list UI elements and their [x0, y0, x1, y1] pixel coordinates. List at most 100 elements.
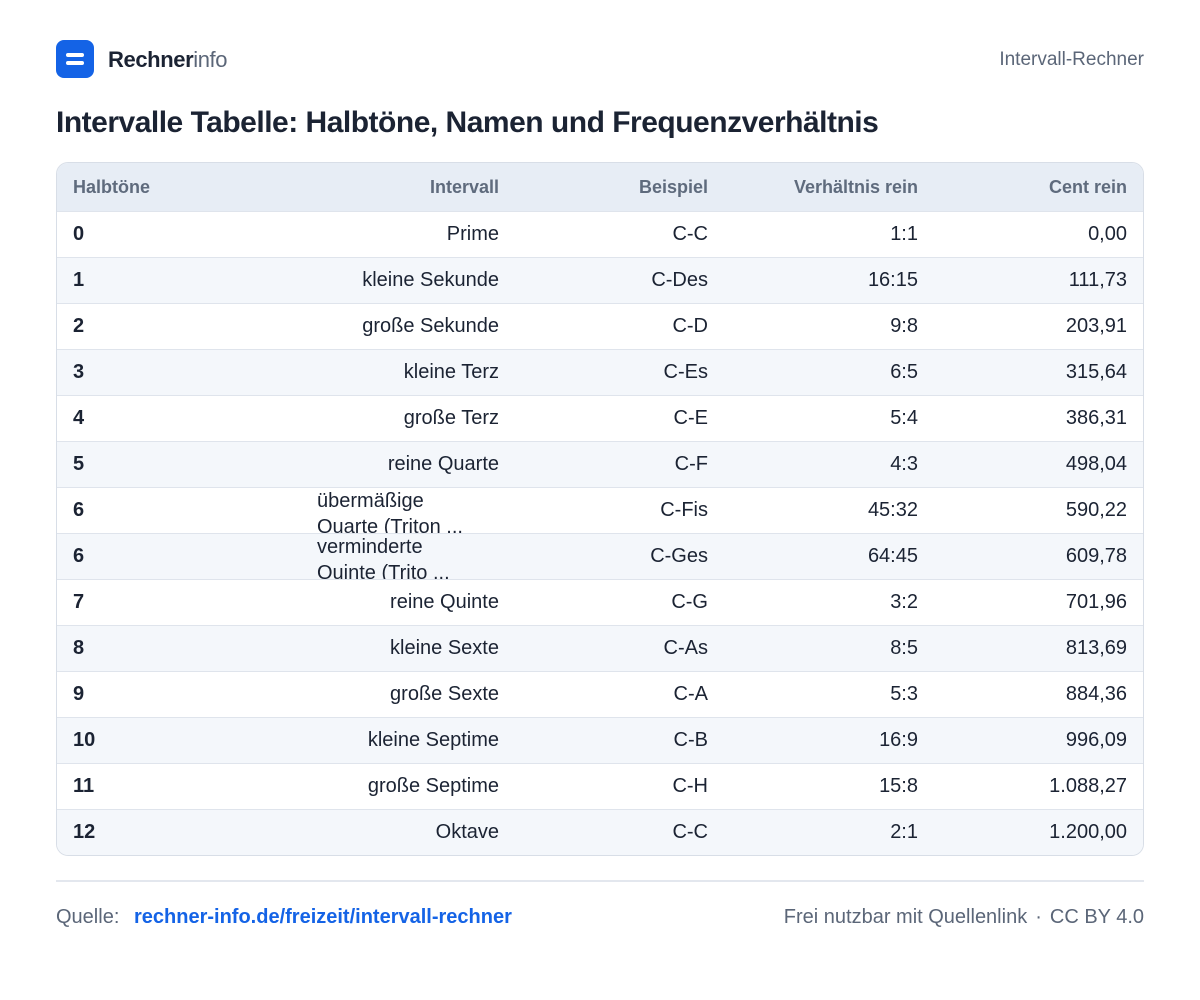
cell-intervall: übermäßige Quarte (Triton ... — [317, 488, 487, 533]
cell-intervall: verminderte Quinte (Trito ... — [317, 534, 487, 579]
cell-halbtoene: 6 — [73, 499, 85, 521]
cell-halbtoene: 7 — [73, 591, 85, 613]
table-row: 10 kleine Septime C-B 16:9 996,09 — [57, 717, 1143, 763]
cell-verhaeltnis: 6:5 — [890, 361, 918, 383]
logo-bold: Rechner — [108, 47, 194, 72]
cell-verhaeltnis: 8:5 — [890, 637, 918, 659]
cell-verhaeltnis: 16:15 — [867, 269, 918, 291]
cell-verhaeltnis: 15:8 — [879, 775, 918, 797]
page-title: Intervalle Tabelle: Halbtöne, Namen und … — [56, 106, 879, 139]
table-row: 6 übermäßige Quarte (Triton ... C-Fis 45:32… — [57, 487, 1143, 533]
tool-name: Intervall-Rechner — [999, 49, 1144, 70]
cell-intervall: große Septime — [367, 775, 499, 797]
cell-cent: 884,36 — [1065, 683, 1127, 705]
table-row: 3 kleine Terz C-Es 6:5 315,64 — [57, 349, 1143, 395]
cell-text: übermäßige Quarte (Triton ... — [317, 490, 463, 533]
cell-verhaeltnis: 5:4 — [890, 407, 918, 429]
cell-beispiel: C-C — [672, 821, 708, 843]
cell-beispiel: C-E — [673, 407, 708, 429]
cell-intervall: große Terz — [403, 407, 499, 429]
logo-icon[interactable] — [56, 40, 94, 78]
cell-halbtoene: 3 — [73, 361, 85, 383]
cell-beispiel: C-Ges — [650, 545, 708, 567]
column-header-halbtoene: Halbtöne — [73, 176, 151, 197]
cell-beispiel: C-Fis — [660, 499, 708, 521]
cell-beispiel: C-C — [672, 223, 708, 245]
logo-wordmark[interactable]: Rechnerinfo — [108, 47, 228, 73]
cell-halbtoene: 1 — [73, 269, 85, 291]
table-row: 7 reine Quinte C-G 3:2 701,96 — [57, 579, 1143, 625]
cell-cent: 1.088,27 — [1049, 775, 1127, 797]
table-row: 12 Oktave C-C 2:1 1.200,00 — [57, 809, 1143, 855]
cell-verhaeltnis: 45:32 — [867, 499, 918, 521]
cell-intervall: reine Quinte — [390, 591, 499, 613]
table-body: 0 Prime C-C 1:1 0,00 1 kleine Sekunde C-Des 16:1… — [57, 211, 1143, 855]
footer-divider — [56, 880, 1144, 882]
logo-light: info — [193, 47, 228, 72]
cell-cent: 1.200,00 — [1049, 821, 1127, 843]
table-row: 6 verminderte Quinte (Trito ... C-Ges 64:45… — [57, 533, 1143, 579]
cell-intervall: große Sexte — [390, 683, 499, 705]
cell-cent: 315,64 — [1065, 361, 1127, 383]
table-row: 8 kleine Sexte C-As 8:5 813,69 — [57, 625, 1143, 671]
cell-beispiel: C-A — [673, 683, 708, 705]
cell-beispiel: C-Es — [663, 361, 708, 383]
cell-cent: 386,31 — [1065, 407, 1127, 429]
cell-cent: 590,22 — [1065, 499, 1127, 521]
cell-text: verminderte Quinte (Trito ... — [317, 536, 450, 579]
cell-verhaeltnis: 4:3 — [890, 453, 918, 475]
table-row: 11 große Septime C-H 15:8 1.088,27 — [57, 763, 1143, 809]
cell-verhaeltnis: 1:1 — [890, 223, 918, 245]
cell-verhaeltnis: 3:2 — [890, 591, 918, 613]
cell-cent: 0,00 — [1088, 223, 1127, 245]
cell-intervall: kleine Septime — [367, 729, 499, 751]
table-header-row: Halbtöne Intervall Beispiel Verhältnis r… — [57, 163, 1143, 211]
source-link[interactable]: rechner-info.de/freizeit/intervall-rechn… — [134, 906, 512, 928]
license-text: Frei nutzbar mit Quellenlink — [783, 906, 1028, 928]
column-header-cent: Cent rein — [1048, 176, 1127, 197]
cell-verhaeltnis: 2:1 — [890, 821, 918, 843]
cell-intervall: Oktave — [435, 821, 499, 843]
site-header: Rechnerinfo Intervall-Rechner — [56, 40, 1144, 78]
column-header-beispiel: Beispiel — [638, 176, 708, 197]
cell-halbtoene: 12 — [73, 821, 96, 843]
cell-beispiel: C-G — [671, 591, 708, 613]
table-row: 4 große Terz C-E 5:4 386,31 — [57, 395, 1143, 441]
cell-intervall: kleine Sexte — [390, 637, 499, 659]
cell-beispiel: C-Des — [651, 269, 708, 291]
license-name: CC BY 4.0 — [1049, 906, 1144, 928]
cell-intervall: kleine Sekunde — [362, 269, 499, 291]
cell-verhaeltnis: 16:9 — [879, 729, 918, 751]
cell-halbtoene: 8 — [73, 637, 85, 659]
cell-beispiel: C-F — [674, 453, 708, 475]
cell-halbtoene: 10 — [73, 729, 96, 751]
cell-cent: 701,96 — [1065, 591, 1127, 613]
cell-cent: 996,09 — [1065, 729, 1127, 751]
interval-table: Halbtöne Intervall Beispiel Verhältnis r… — [56, 162, 1144, 856]
cell-halbtoene: 4 — [73, 407, 85, 429]
table-row: 9 große Sexte C-A 5:3 884,36 — [57, 671, 1143, 717]
cell-beispiel: C-D — [672, 315, 708, 337]
license-info: Frei nutzbar mit Quellenlink · CC BY 4.0 — [784, 906, 1144, 929]
cell-intervall: kleine Terz — [403, 361, 499, 383]
footer: Quelle: rechner-info.de/freizeit/interva… — [56, 904, 1144, 934]
cell-beispiel: C-H — [672, 775, 708, 797]
cell-beispiel: C-As — [663, 637, 708, 659]
cell-intervall: große Sekunde — [362, 315, 499, 337]
cell-intervall: reine Quarte — [387, 453, 499, 475]
cell-halbtoene: 6 — [73, 545, 85, 567]
license-separator: · — [1035, 906, 1042, 928]
cell-cent: 203,91 — [1065, 315, 1127, 337]
cell-verhaeltnis: 64:45 — [867, 545, 918, 567]
cell-halbtoene: 0 — [73, 223, 85, 245]
source-label: Quelle: — [56, 906, 120, 928]
cell-intervall: Prime — [446, 223, 499, 245]
cell-halbtoene: 2 — [73, 315, 85, 337]
table-row: 2 große Sekunde C-D 9:8 203,91 — [57, 303, 1143, 349]
column-header-verhaeltnis: Verhältnis rein — [793, 176, 918, 197]
cell-halbtoene: 11 — [73, 775, 95, 797]
column-header-intervall: Intervall — [429, 176, 499, 197]
table-row: 5 reine Quarte C-F 4:3 498,04 — [57, 441, 1143, 487]
table-row: 1 kleine Sekunde C-Des 16:15 111,73 — [57, 257, 1143, 303]
cell-cent: 111,73 — [1068, 269, 1127, 291]
